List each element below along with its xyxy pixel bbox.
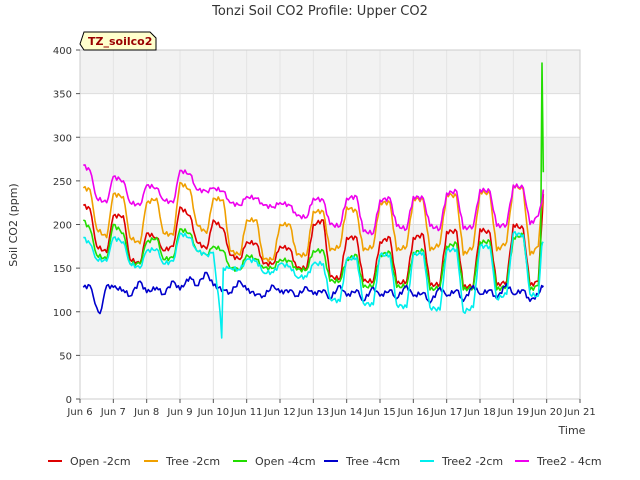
y-tick-label: 250 [53,177,72,188]
grid [79,49,581,400]
y-tick-label: 300 [53,133,72,144]
legend: Open -2cm Tree -2cm Open -4cm Tree -4cm Tree… [48,455,602,468]
x-tick-label: Jun 13 [297,407,330,418]
x-tick-label: Jun 10 [197,407,230,418]
x-tick-label: Jun 18 [463,407,496,418]
series-line-tree2-2cm [83,230,544,339]
series-line-open-2cm [82,193,545,290]
series-line-tree2-4cm [83,164,545,236]
legend-label: Tree -2cm [165,455,220,468]
plot-band [80,50,580,94]
y-tick-label: 400 [53,46,72,57]
x-tick-label: Jun 20 [530,407,563,418]
axes: 0 50 100 150 200 250 300 350 400 Jun 6 Jun 7 Jun 8 J… [53,46,596,418]
plot-band [80,311,580,356]
x-tick-label: Jun 14 [330,407,363,418]
site-label-box: TZ_soilco2 [79,31,157,51]
y-axis-label: Soil CO2 (ppm) [7,183,20,266]
legend-label: Tree2 - 4cm [536,455,602,468]
x-tick-label: Jun 19 [497,407,530,418]
site-label: TZ_soilco2 [88,35,152,48]
y-tick-label: 50 [59,351,72,362]
x-tick-label: Jun 21 [563,407,596,418]
site-label-background [79,31,157,51]
series-layer [82,62,545,339]
legend-label: Tree2 -2cm [441,455,503,468]
y-tick-label: 350 [53,90,72,101]
chart-title: Tonzi Soil CO2 Profile: Upper CO2 [211,4,428,19]
x-tick-label: Jun 8 [133,407,159,418]
x-axis-label: Time [558,424,586,437]
series-line-tree-4cm [82,271,544,315]
plot-band [80,180,580,225]
y-tick-label: 0 [66,395,72,406]
series-line-tree-2cm [82,181,545,263]
x-tick-label: Jun 11 [230,407,263,418]
y-tick-label: 200 [53,221,72,232]
x-tick-label: Jun 16 [397,407,430,418]
legend-label: Open -4cm [255,455,316,468]
x-tick-label: Jun 7 [100,407,126,418]
x-tick-label: Jun 6 [66,407,92,418]
plot-band [80,355,580,399]
x-tick-label: Jun 15 [363,407,396,418]
y-tick-label: 100 [53,308,72,319]
x-tick-label: Jun 9 [166,407,192,418]
plot-band [80,93,580,138]
legend-label: Open -2cm [70,455,131,468]
legend-label: Tree -4cm [345,455,400,468]
plot-band [80,137,580,181]
x-tick-label: Jun 17 [430,407,463,418]
y-tick-label: 150 [53,264,72,275]
x-tick-label: Jun 12 [263,407,296,418]
